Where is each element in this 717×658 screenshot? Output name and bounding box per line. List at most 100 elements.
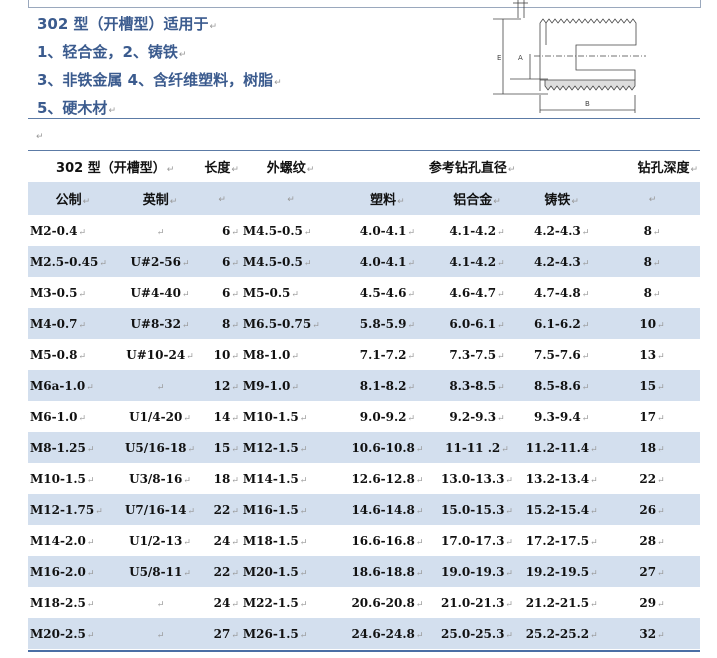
cell-depth: 15 — [604, 370, 700, 401]
cell-cast-iron: 19.2-19.5 — [519, 556, 605, 587]
insert-diagram: E A B — [493, 0, 646, 113]
cell-cast-iron: 6.1-6.2 — [519, 308, 605, 339]
cell-metric: M12-1.75 — [28, 494, 118, 525]
cell-thread: M14-1.5 — [241, 463, 340, 494]
sub-empty — [604, 182, 700, 215]
cell-cast-iron: 7.5-7.6 — [519, 339, 604, 370]
cell-metric: M2.5-0.45 — [28, 246, 118, 277]
table-row: M14-2.0U1/2-1324M18-1.516.6-16.817.0-17.… — [28, 525, 700, 556]
cell-aluminum: 25.0-25.3 — [434, 618, 520, 649]
cell-depth: 26 — [604, 494, 700, 525]
cell-metric: M6-1.0 — [28, 401, 118, 432]
cell-cast-iron: 9.3-9.4 — [519, 401, 604, 432]
header-drill-dia: 参考钻孔直径 — [340, 151, 604, 182]
cell-imperial: U7/16-14 — [117, 494, 203, 525]
cell-imperial: U#2-56 — [117, 246, 203, 277]
cell-plastic: 4.0-4.1 — [340, 215, 434, 246]
cell-thread: M26-1.5 — [240, 618, 341, 649]
intro-line: 302 型（开槽型）适用于 — [37, 12, 282, 40]
cell-aluminum: 11-11 .2 — [434, 432, 520, 463]
cell-cast-iron: 11.2-11.4 — [519, 432, 605, 463]
cell-depth: 8 — [604, 215, 700, 246]
cell-metric: M16-2.0 — [28, 556, 118, 587]
table-row: M6-1.0U1/4-2014M10-1.59.0-9.29.2-9.39.3-… — [28, 401, 700, 432]
cell-length: 14 — [202, 401, 241, 432]
cell-length: 10 — [202, 339, 241, 370]
cell-cast-iron: 8.5-8.6 — [519, 370, 605, 401]
cell-aluminum: 6.0-6.1 — [434, 308, 520, 339]
table-row: M6a-1.0 12M9-1.08.1-8.28.3-8.58.5-8.615 — [28, 370, 700, 401]
intro-line: 5、硬木材 — [37, 96, 282, 124]
cell-cast-iron: 21.2-21.5 — [519, 587, 604, 618]
cell-plastic: 9.0-9.2 — [340, 401, 434, 432]
table-row: M10-1.5U3/8-1618M14-1.512.6-12.813.0-13.… — [28, 463, 700, 494]
cell-aluminum: 4.1-4.2 — [435, 215, 520, 246]
cell-length: 6 — [202, 246, 241, 277]
table-row: M20-2.5 27M26-1.524.6-24.825.0-25.325.2-2… — [28, 618, 700, 649]
cell-aluminum: 8.3-8.5 — [434, 370, 520, 401]
cell-depth: 29 — [604, 587, 700, 618]
cell-depth: 13 — [604, 339, 700, 370]
cell-cast-iron: 15.2-15.4 — [519, 494, 605, 525]
header-thread: 外螺纹 — [241, 151, 340, 182]
cell-thread: M22-1.5 — [241, 587, 340, 618]
sub-imperial: 英制 — [117, 182, 203, 215]
cell-imperial — [118, 215, 203, 246]
cell-imperial — [118, 587, 203, 618]
cell-thread: M8-1.0 — [241, 339, 340, 370]
cell-length: 6 — [202, 215, 241, 246]
cell-length: 12 — [202, 370, 241, 401]
cell-length: 27 — [202, 618, 241, 649]
cell-thread: M4.5-0.5 — [240, 246, 341, 277]
sub-cast-iron: 铸铁 — [519, 182, 605, 215]
cell-plastic: 12.6-12.8 — [340, 463, 434, 494]
divider — [28, 118, 700, 119]
cell-plastic: 14.6-14.8 — [340, 494, 435, 525]
table-bottom-border — [28, 650, 700, 652]
cell-imperial — [117, 370, 203, 401]
table-row: M5-0.8U#10-2410M8-1.07.1-7.27.3-7.57.5-7… — [28, 339, 700, 370]
sub-metric: 公制 — [28, 182, 118, 215]
cell-thread: M18-1.5 — [241, 525, 340, 556]
cell-depth: 8 — [604, 277, 700, 308]
cell-aluminum: 7.3-7.5 — [435, 339, 520, 370]
label-a: A — [518, 54, 523, 62]
cell-plastic: 4.0-4.1 — [340, 246, 435, 277]
table-row: M3-0.5U#4-406M5-0.54.5-4.64.6-4.74.7-4.8… — [28, 277, 700, 308]
cell-metric: M18-2.5 — [28, 587, 118, 618]
cell-length: 24 — [202, 525, 241, 556]
cell-thread: M12-1.5 — [240, 432, 341, 463]
cell-cast-iron: 4.2-4.3 — [519, 246, 605, 277]
intro-line: 3、非铁金属 4、含纤维塑料，树脂 — [37, 68, 282, 96]
cell-thread: M20-1.5 — [240, 556, 341, 587]
table-row: M16-2.0U5/8-1122M20-1.518.6-18.819.0-19.… — [28, 556, 700, 587]
cell-imperial: U5/8-11 — [117, 556, 203, 587]
cell-thread: M9-1.0 — [240, 370, 341, 401]
header-drill-depth: 钻孔深度 — [604, 151, 700, 182]
table-row: M12-1.75U7/16-1422M16-1.514.6-14.815.0-1… — [28, 494, 700, 525]
header-type: 302 型（开槽型） — [28, 151, 202, 182]
cell-metric: M3-0.5 — [28, 277, 118, 308]
cell-imperial: U3/8-16 — [118, 463, 203, 494]
cell-length: 6 — [202, 277, 241, 308]
cell-plastic: 8.1-8.2 — [340, 370, 435, 401]
cell-cast-iron: 17.2-17.5 — [519, 525, 604, 556]
cell-cast-iron: 4.7-4.8 — [519, 277, 604, 308]
cell-length: 15 — [202, 432, 241, 463]
cell-depth: 27 — [604, 556, 700, 587]
cell-plastic: 7.1-7.2 — [340, 339, 434, 370]
cell-length: 18 — [202, 463, 241, 494]
cell-imperial: U1/4-20 — [118, 401, 203, 432]
cell-plastic: 4.5-4.6 — [340, 277, 434, 308]
table-row: M2-0.4 6M4.5-0.54.0-4.14.1-4.24.2-4.38 — [28, 215, 700, 246]
cell-aluminum: 17.0-17.3 — [435, 525, 520, 556]
cell-metric: M14-2.0 — [28, 525, 118, 556]
cell-thread: M5-0.5 — [241, 277, 340, 308]
cell-imperial: U5/16-18 — [117, 432, 203, 463]
cell-metric: M8-1.25 — [28, 432, 118, 463]
cell-length: 24 — [202, 587, 241, 618]
table-row: M8-1.25U5/16-1815M12-1.510.6-10.811-11 .… — [28, 432, 700, 463]
cell-depth: 10 — [604, 308, 700, 339]
cell-thread: M16-1.5 — [240, 494, 341, 525]
cell-length: 8 — [202, 308, 241, 339]
